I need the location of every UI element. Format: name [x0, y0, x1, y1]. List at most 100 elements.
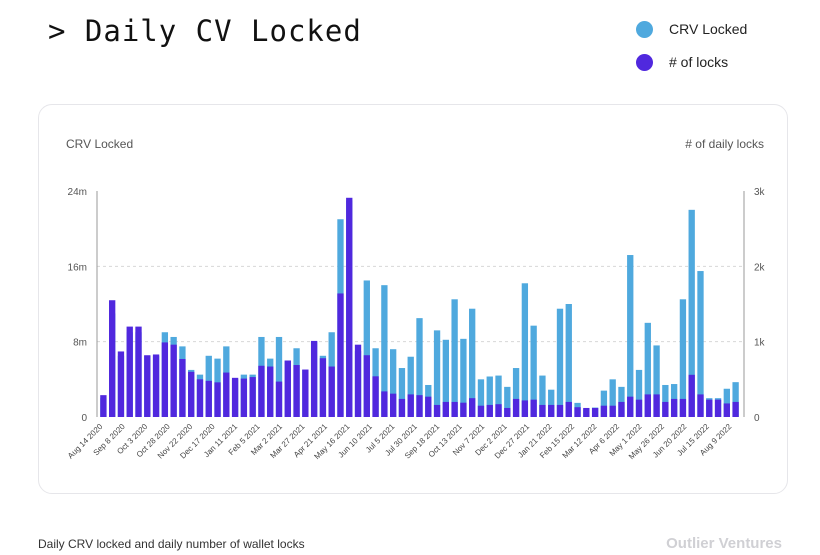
bar-num-locks — [179, 358, 186, 417]
bar-num-locks — [416, 395, 423, 417]
bar-num-locks — [109, 300, 116, 417]
bar-num-locks — [539, 404, 546, 417]
bar-crv-locked — [381, 285, 388, 417]
bar-num-locks — [354, 344, 362, 417]
bar-crv-locked — [565, 304, 572, 417]
legend-item-locks: # of locks — [636, 51, 747, 73]
y-right-tick-label: 2k — [754, 262, 766, 273]
bar-num-locks — [433, 404, 441, 417]
bar-num-locks — [372, 376, 379, 417]
bar-crv-locked — [609, 379, 616, 417]
bar-crv-locked — [504, 386, 511, 417]
bar-num-locks — [679, 398, 687, 417]
bar-num-locks — [565, 401, 572, 417]
bar-crv-locked — [530, 325, 537, 417]
bar-num-locks — [548, 404, 555, 417]
bar-num-locks — [477, 405, 485, 417]
y-left-tick-label: 16m — [68, 262, 87, 273]
chart-card — [38, 104, 788, 494]
right-axis-title: # of daily locks — [685, 137, 764, 151]
y-right-tick-label: 1k — [754, 338, 766, 349]
bar-crv-locked — [521, 283, 529, 417]
bar-num-locks — [644, 394, 651, 417]
legend-label-crv-locked: CRV Locked — [669, 21, 748, 37]
bar-crv-locked — [416, 318, 423, 418]
figure-caption: Daily CRV locked and daily number of wal… — [38, 537, 305, 551]
bar-num-locks — [100, 395, 107, 417]
bar-num-locks — [504, 407, 511, 417]
y-left-tick-label: 24m — [68, 187, 87, 198]
bar-num-locks — [486, 404, 493, 417]
bar-num-locks — [258, 365, 265, 417]
bar-crv-locked — [697, 271, 704, 417]
bar-crv-locked — [556, 308, 564, 417]
bar-crv-locked — [512, 368, 520, 417]
bar-crv-locked — [548, 389, 555, 417]
bar-num-locks — [732, 401, 739, 417]
bar-num-locks — [346, 197, 353, 417]
bar-num-locks — [512, 398, 520, 417]
bar-crv-locked — [732, 382, 739, 417]
bar-num-locks — [521, 400, 529, 417]
bar-num-locks — [275, 381, 283, 417]
bar-num-locks — [451, 401, 458, 417]
bar-crv-locked — [539, 375, 546, 417]
y-right-tick-label: 0 — [754, 413, 760, 424]
bar-crv-locked — [407, 356, 414, 417]
bar-num-locks — [214, 382, 221, 417]
bar-num-locks — [688, 374, 695, 417]
bar-num-locks — [609, 405, 616, 417]
bar-crv-locked — [723, 388, 730, 417]
bar-num-locks — [231, 377, 239, 417]
bar-crv-locked — [644, 322, 651, 417]
bar-crv-locked — [627, 255, 634, 417]
bar-num-locks — [407, 394, 414, 417]
bar-num-locks — [723, 403, 730, 417]
bar-crv-locked — [653, 345, 660, 417]
y-right-tick-label: 3k — [754, 187, 766, 198]
bar-num-locks — [337, 293, 344, 417]
legend: CRV Locked # of locks — [636, 18, 747, 84]
bar-num-locks — [293, 365, 300, 417]
bar-num-locks — [117, 351, 125, 417]
y-left-tick-label: 8m — [73, 338, 87, 349]
bar-num-locks — [469, 398, 476, 417]
bar-num-locks — [635, 399, 643, 417]
bar-num-locks — [398, 398, 406, 417]
bar-num-locks — [530, 399, 537, 417]
bar-num-locks — [714, 399, 722, 417]
y-left-tick-label: 0 — [81, 413, 87, 424]
bar-crv-locked — [486, 376, 493, 417]
bar-num-locks — [284, 360, 291, 417]
bar-num-locks — [319, 358, 327, 417]
bar-num-locks — [161, 342, 169, 417]
bar-num-locks — [583, 407, 590, 417]
bar-crv-locked — [390, 349, 397, 417]
legend-swatch-crv-locked — [636, 20, 653, 38]
bar-num-locks — [188, 371, 195, 417]
bar-num-locks — [390, 393, 397, 417]
bar-crv-locked — [688, 209, 695, 417]
bar-num-locks — [425, 396, 432, 417]
bar-crv-locked — [275, 336, 283, 417]
bar-num-locks — [600, 405, 608, 417]
left-axis-title: CRV Locked — [66, 137, 134, 151]
bar-num-locks — [662, 401, 669, 417]
bar-num-locks — [302, 369, 309, 417]
bar-crv-locked — [600, 390, 608, 417]
bar-num-locks — [196, 379, 204, 417]
bar-num-locks — [706, 399, 713, 417]
bar-crv-locked — [433, 330, 441, 417]
bar-num-locks — [697, 394, 704, 417]
bar-crv-locked — [451, 299, 458, 417]
bar-crv-locked — [679, 299, 687, 417]
bar-num-locks — [653, 394, 660, 417]
bar-crv-locked — [460, 338, 467, 417]
bar-crv-locked — [398, 368, 406, 417]
bar-num-locks — [328, 366, 335, 417]
bar-num-locks — [126, 326, 133, 417]
legend-item-crv-locked: CRV Locked — [636, 18, 747, 40]
brand-logo: Outlier Ventures — [666, 535, 782, 552]
bar-num-locks — [618, 401, 625, 417]
